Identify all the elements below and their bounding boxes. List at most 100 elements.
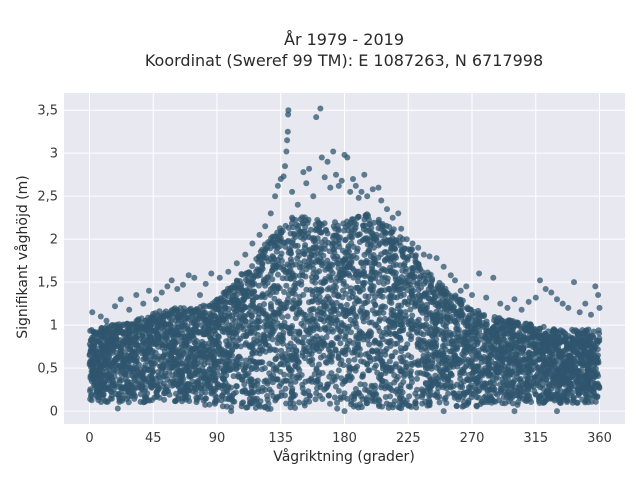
scatter-point bbox=[206, 347, 213, 354]
scatter-point bbox=[87, 388, 93, 394]
scatter-point bbox=[148, 341, 155, 348]
scatter-point bbox=[412, 390, 419, 397]
scatter-point bbox=[254, 331, 261, 338]
scatter-point bbox=[415, 292, 422, 299]
scatter-point bbox=[365, 247, 372, 254]
scatter-point bbox=[239, 271, 246, 278]
scatter-point bbox=[366, 354, 373, 361]
scatter-point bbox=[137, 391, 144, 398]
scatter-point bbox=[515, 367, 522, 374]
scatter-point bbox=[518, 323, 525, 330]
scatter-point bbox=[342, 249, 349, 256]
scatter-point bbox=[195, 346, 202, 352]
scatter-point bbox=[255, 282, 262, 289]
scatter-point bbox=[464, 376, 471, 383]
scatter-point bbox=[396, 311, 403, 318]
scatter-point bbox=[276, 332, 283, 338]
scatter-point bbox=[348, 398, 355, 405]
scatter-point bbox=[148, 374, 155, 381]
scatter-point bbox=[254, 272, 261, 279]
scatter-point bbox=[166, 321, 173, 328]
scatter-point bbox=[305, 216, 312, 223]
scatter-point bbox=[504, 356, 511, 363]
scatter-point bbox=[264, 274, 271, 281]
scatter-point bbox=[147, 324, 154, 331]
scatter-point bbox=[263, 327, 270, 334]
scatter-point bbox=[271, 346, 278, 353]
scatter-point bbox=[209, 313, 216, 319]
scatter-point bbox=[263, 341, 269, 348]
scatter-point bbox=[399, 285, 405, 292]
scatter-point bbox=[582, 398, 589, 405]
scatter-point bbox=[238, 403, 245, 410]
scatter-point bbox=[152, 310, 159, 317]
scatter-point bbox=[466, 371, 472, 378]
scatter-point bbox=[237, 306, 244, 313]
scatter-point bbox=[544, 396, 551, 403]
scatter-point bbox=[357, 381, 364, 388]
scatter-point bbox=[179, 330, 186, 337]
scatter-point bbox=[198, 389, 205, 396]
scatter-point bbox=[278, 250, 285, 257]
scatter-point bbox=[351, 356, 358, 363]
scatter-point bbox=[168, 347, 175, 354]
scatter-point bbox=[312, 227, 319, 234]
scatter-point bbox=[277, 323, 284, 330]
scatter-point bbox=[270, 309, 277, 316]
scatter-point bbox=[408, 379, 415, 386]
scatter-point bbox=[475, 350, 481, 357]
scatter-point bbox=[309, 361, 316, 368]
scatter-point bbox=[472, 389, 479, 396]
scatter-point bbox=[206, 401, 213, 408]
scatter-point bbox=[372, 337, 379, 344]
scatter-point bbox=[540, 371, 547, 378]
scatter-point bbox=[114, 329, 121, 336]
scatter-point bbox=[352, 367, 359, 374]
scatter-point bbox=[354, 298, 361, 304]
scatter-point bbox=[436, 292, 443, 299]
scatter-point bbox=[87, 396, 94, 403]
scatter-point bbox=[270, 372, 277, 379]
scatter-point bbox=[398, 319, 405, 326]
scatter-point bbox=[414, 370, 421, 377]
scatter-point bbox=[358, 358, 365, 365]
scatter-point bbox=[301, 316, 308, 323]
scatter-point bbox=[151, 316, 158, 322]
scatter-point bbox=[116, 378, 123, 385]
scatter-point bbox=[265, 335, 271, 342]
scatter-point bbox=[96, 353, 103, 359]
scatter-point bbox=[246, 390, 253, 397]
scatter-point bbox=[186, 387, 192, 394]
scatter-point bbox=[462, 337, 469, 344]
scatter-point bbox=[166, 391, 173, 398]
scatter-point bbox=[278, 347, 285, 354]
scatter-point bbox=[313, 244, 320, 251]
scatter-point bbox=[292, 234, 299, 240]
scatter-point bbox=[302, 224, 309, 231]
scatter-point bbox=[399, 389, 406, 396]
scatter-point bbox=[351, 345, 358, 352]
scatter-point bbox=[178, 344, 185, 351]
scatter-point bbox=[520, 344, 527, 351]
scatter-point bbox=[107, 388, 114, 395]
scatter-point bbox=[235, 373, 242, 380]
scatter-point bbox=[132, 334, 139, 341]
scatter-point bbox=[193, 306, 200, 312]
scatter-point bbox=[222, 362, 229, 368]
scatter-point bbox=[335, 240, 342, 247]
scatter-point bbox=[197, 375, 204, 382]
scatter-point bbox=[233, 383, 240, 390]
scatter-point bbox=[372, 302, 379, 309]
scatter-point bbox=[261, 294, 268, 301]
scatter-point bbox=[361, 381, 368, 388]
scatter-point bbox=[374, 350, 381, 357]
scatter-point bbox=[375, 216, 382, 223]
scatter-point bbox=[379, 360, 386, 367]
scatter-point bbox=[242, 318, 249, 325]
scatter-point bbox=[139, 373, 146, 380]
chart-title-line-2: Koordinat (Sweref 99 TM): E 1087263, N 6… bbox=[145, 51, 543, 70]
scatter-point bbox=[482, 333, 489, 340]
scatter-point bbox=[450, 344, 457, 351]
scatter-point bbox=[155, 331, 161, 338]
scatter-point bbox=[184, 362, 191, 369]
